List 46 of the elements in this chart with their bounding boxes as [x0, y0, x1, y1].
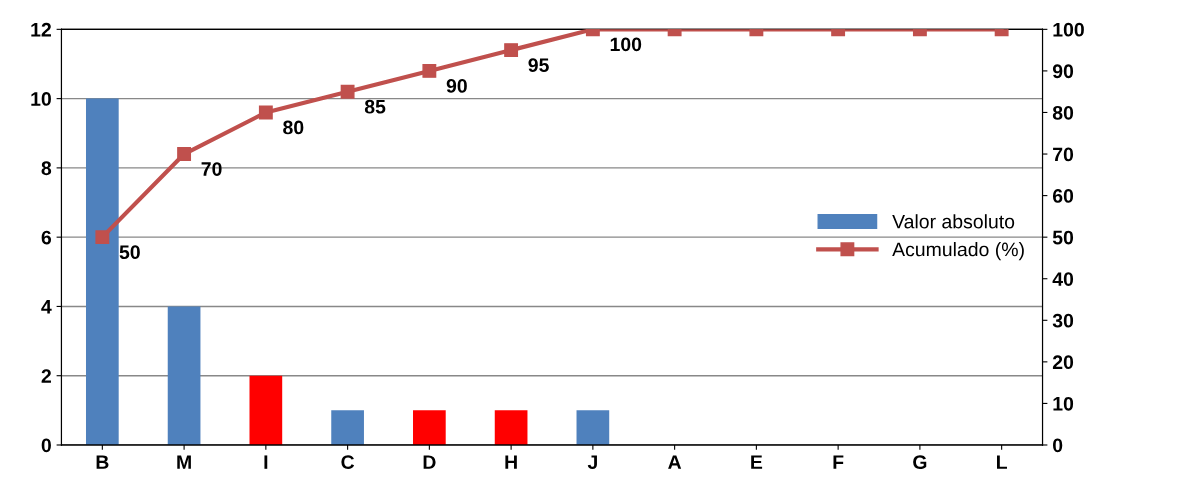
y-tick-label: 10: [31, 92, 51, 106]
y2-tick-label: 60: [1052, 189, 1074, 203]
y-tick-label: 2: [41, 369, 51, 383]
data-label: 80: [283, 120, 304, 135]
y2-tick-label: 80: [1052, 105, 1074, 120]
y-tick-label: 12: [31, 22, 51, 37]
y-tick-label: 4: [41, 300, 52, 314]
x-tick-label: E: [751, 455, 763, 469]
y-tick-label: 0: [41, 438, 51, 453]
bar: [331, 410, 364, 445]
y2-tick-label: 30: [1052, 313, 1074, 328]
x-tick-label: A: [668, 455, 682, 469]
y2-tick-label: 20: [1052, 355, 1074, 370]
y-tick-label: 6: [41, 230, 52, 245]
bar: [413, 410, 446, 445]
data-label: 85: [364, 99, 386, 114]
y2-tick-label: 0: [1053, 438, 1063, 453]
y2-tick-label: 50: [1052, 230, 1074, 245]
y2-tick-label: 10: [1053, 396, 1074, 411]
data-label: 70: [201, 162, 222, 176]
data-label: 100: [610, 37, 642, 52]
y2-tick-label: 40: [1052, 272, 1074, 286]
x-tick-label: L: [997, 455, 1007, 469]
bar: [494, 410, 528, 445]
data-label: 50: [119, 245, 140, 260]
y2-tick-label: 70: [1053, 147, 1074, 162]
x-tick-label: F: [833, 455, 844, 469]
x-tick-label: I: [264, 455, 268, 469]
x-tick-label: H: [505, 455, 517, 469]
x-tick-label: C: [341, 455, 355, 469]
bar: [576, 410, 610, 445]
x-tick-label: B: [96, 455, 109, 469]
y2-tick-label: 100: [1053, 22, 1084, 37]
bar: [167, 306, 201, 445]
y2-tick-label: 90: [1052, 64, 1074, 79]
x-tick-label: J: [587, 455, 597, 469]
data-label: 90: [446, 79, 467, 93]
legend-label: Acumulado (%): [892, 242, 1024, 261]
x-tick-label: M: [177, 455, 191, 469]
x-tick-label: D: [423, 455, 436, 469]
bar: [249, 375, 283, 445]
data-label: 95: [528, 58, 549, 73]
legend-label: Valor absoluto: [892, 214, 1015, 229]
bar: [85, 98, 119, 445]
y-tick-label: 8: [41, 161, 52, 176]
x-tick-label: G: [913, 455, 927, 469]
